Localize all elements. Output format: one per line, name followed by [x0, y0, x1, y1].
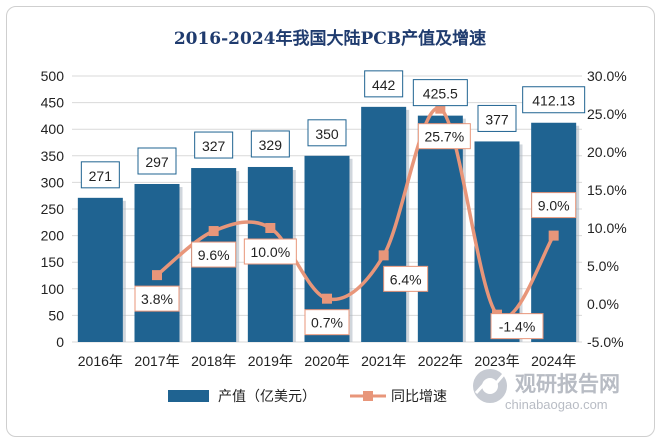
chart-title: 2016-2024年我国大陆PCB产值及增速 [174, 28, 486, 49]
x-tick-label: 2020年 [304, 353, 349, 369]
line-label-box [191, 241, 237, 268]
legend-bar-label: 产值（亿美元） [218, 388, 316, 404]
line-value-label: 3.8% [141, 291, 173, 307]
bar-label-box [364, 70, 404, 98]
y-left-tick-label: 500 [41, 68, 65, 84]
line-value-label: 9.6% [198, 247, 230, 263]
bar-value-label: 350 [315, 126, 339, 142]
growth-marker [548, 230, 559, 241]
line-value-label: 9.0% [538, 198, 570, 214]
y-right-tick-label: 20.0% [587, 144, 627, 160]
y-left-tick-label: 200 [41, 228, 65, 244]
bar-label-box [194, 131, 234, 159]
y-left-tick-label: 300 [41, 174, 65, 190]
x-tick-label: 2024年 [531, 353, 576, 369]
bar-value-label: 329 [259, 137, 283, 153]
y-left-tick-label: 0 [56, 334, 64, 350]
growth-marker [435, 103, 446, 114]
line-label-box [490, 313, 544, 340]
y-right-tick-label: 5.0% [587, 258, 619, 274]
x-tick-label: 2016年 [78, 353, 123, 369]
y-left-tick-label: 450 [41, 95, 65, 111]
y-left-tick-label: 150 [41, 254, 65, 270]
legend-line-label: 同比增速 [391, 388, 447, 404]
legend-bar-swatch [168, 390, 209, 402]
line-label-box [134, 285, 180, 312]
watermark-url: chinabaogao.com [505, 397, 608, 412]
bar-label-box [522, 86, 586, 114]
watermark: 观研报告网 chinabaogao.com [473, 369, 620, 412]
bar-value-label: 271 [89, 168, 113, 184]
y-right-tick-label: 30.0% [587, 68, 627, 84]
bar-label-box [80, 161, 120, 189]
bar [417, 115, 463, 342]
line-value-label: 0.7% [311, 315, 343, 331]
growth-marker [322, 293, 332, 304]
bar-value-label: 297 [145, 154, 169, 170]
y-right-tick-label: 10.0% [587, 220, 627, 236]
x-tick-label: 2018年 [191, 353, 236, 369]
bar-value-label: 442 [372, 77, 396, 93]
bar-value-label: 412.13 [532, 93, 575, 109]
line-value-label: 10.0% [250, 244, 290, 260]
x-tick-label: 2019年 [248, 353, 293, 369]
bar-value-label: 327 [202, 138, 226, 154]
x-tick-label: 2021年 [361, 353, 406, 369]
y-left-tick-label: 250 [41, 201, 65, 217]
x-axis: 2016年 2017年 2018年 2019年 2020年 2021年 2022年 2023年… [78, 353, 576, 369]
line-label-box [304, 309, 350, 336]
growth-marker [265, 223, 276, 233]
growth-marker [378, 250, 389, 261]
y-left-tick-label: 400 [41, 121, 65, 137]
y-left-tick-label: 350 [41, 148, 65, 164]
line-value-label: 6.4% [390, 271, 422, 287]
legend-line-marker [363, 391, 373, 401]
line-label-box [417, 123, 471, 150]
watermark-logo-icon [473, 369, 507, 403]
line-value-label: 25.7% [424, 129, 464, 145]
bar-value-label: 425.5 [423, 86, 458, 102]
bar-value-label: 377 [485, 111, 509, 127]
bar [474, 141, 520, 342]
line-label-box [383, 265, 429, 292]
bar-label-box [250, 130, 290, 158]
bar [361, 106, 407, 342]
y-right-tick-label: 0.0% [587, 296, 619, 312]
line-label-box [531, 192, 577, 219]
legend: 产值（亿美元） 同比增速 [168, 388, 447, 404]
bar [77, 197, 123, 342]
y-axis-left: 0 50 100 150 200 250 300 350 400 450 500 [41, 68, 65, 350]
line-label-box [243, 238, 297, 265]
x-tick-label: 2017年 [134, 353, 179, 369]
x-tick-label: 2023年 [474, 353, 519, 369]
y-right-tick-label: -5.0% [587, 334, 624, 350]
line-value-label: -1.4% [499, 319, 536, 335]
y-axis-right: -5.0% 0.0% 5.0% 10.0% 15.0% 20.0% 25.0% 30.0% [587, 68, 627, 350]
x-tick-label: 2022年 [418, 353, 463, 369]
y-left-tick-label: 50 [48, 307, 64, 323]
growth-marker [208, 226, 219, 237]
y-right-tick-label: 25.0% [587, 106, 627, 122]
bar-label-box [307, 119, 347, 147]
bar-labels: 271 297 327 329 350 442 425.5 377 412.13 [80, 70, 586, 189]
bar-label-box [477, 104, 517, 132]
growth-marker [152, 270, 162, 281]
bar-label-box [137, 147, 177, 175]
watermark-name: 观研报告网 [515, 372, 620, 396]
line-labels: 3.8% 9.6% 10.0% 0.7% 6.4% 25.7% -1.4% 9.0% [134, 123, 577, 340]
bar-label-box [412, 79, 468, 107]
y-left-tick-label: 100 [41, 281, 65, 297]
y-right-tick-label: 15.0% [587, 182, 627, 198]
